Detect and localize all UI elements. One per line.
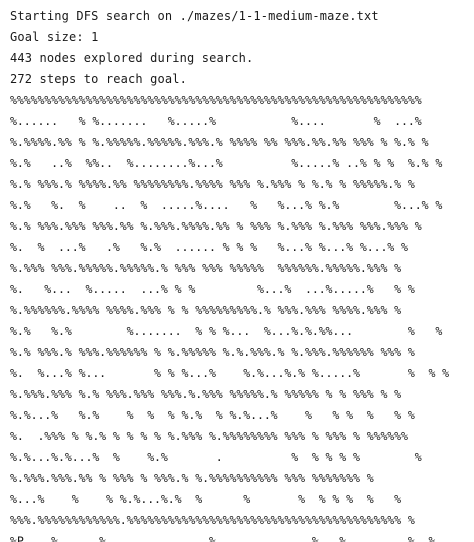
maze-row: %.% %%%.% %%%.%%%%%% % %.%%%%% %.%.%%%.%…: [10, 345, 415, 359]
maze-row: %.%%%%.%% % %.%%%%%.%%%%%.%%%.% %%%% %% …: [10, 135, 429, 149]
maze-render: %%%%%%%%%%%%%%%%%%%%%%%%%%%%%%%%%%%%%%%%…: [10, 90, 474, 542]
maze-row: %.%%%.%%%.%% % %%% % %%%.% %.%%%%%%%%%% …: [10, 471, 374, 485]
maze-row: %...% % % %.%...%.% % % % % % % % %: [10, 492, 402, 506]
maze-row: %.%%%%%%.%%%% %%%%.%%% % % %%%%%%%%%.% %…: [10, 303, 402, 317]
maze-row: %.% %%%.% %%%%.%% %%%%%%%%.%%%% %%% %.%%…: [10, 177, 415, 191]
maze-row: %.% %. % .. % .....%.... % %...% %.% %..…: [10, 198, 443, 212]
maze-row: %...... % %....... %.....% %.... % ...%: [10, 114, 422, 128]
maze-row: %. .%%% % %.% % % % % %.%%% %.%%%%%%%% %…: [10, 429, 408, 443]
maze-row: %. %... %..... ...% % % %...% ...%.....%…: [10, 282, 415, 296]
maze-row: %.%%%.%%% %.% %%%.%%% %%%.%.%%% %%%%%.% …: [10, 387, 402, 401]
maze-row: %P.. %... % .......% % % % %: [10, 534, 436, 542]
search-start-line: Starting DFS search on ./mazes/1-1-mediu…: [10, 9, 379, 23]
maze-row: %.% ..% %%.. %........%...% %.....% ..% …: [10, 156, 443, 170]
maze-row: %.%...% %.% % % % %.% % %.%...% % % % % …: [10, 408, 415, 422]
maze-row: %.% %%%.%%% %%%.%% %.%%%.%%%%.%% % %%% %…: [10, 219, 422, 233]
maze-row: %.%%% %%%.%%%%%.%%%%%.% %%% %%% %%%%% %%…: [10, 261, 402, 275]
goal-size-line: Goal size: 1: [10, 30, 99, 44]
maze-row: %. %...% %... % % %...% %.%...%.% %.....…: [10, 366, 450, 380]
maze-row: %. % ...% .% %.% ...... % % % %...% %...…: [10, 240, 408, 254]
steps-to-goal-line: 272 steps to reach goal.: [10, 72, 187, 86]
maze-row: %.% %.% %....... % % %... %...%.%.%%... …: [10, 324, 443, 338]
maze-row: %.%...%.%...% % %.% . % % % % % %: [10, 450, 422, 464]
nodes-explored-line: 443 nodes explored during search.: [10, 51, 254, 65]
maze-row: %%%.%%%%%%%%%%%%.%%%%%%%%%%%%%%%%%%%%%%%…: [10, 513, 415, 527]
maze-row: %%%%%%%%%%%%%%%%%%%%%%%%%%%%%%%%%%%%%%%%…: [10, 93, 422, 107]
